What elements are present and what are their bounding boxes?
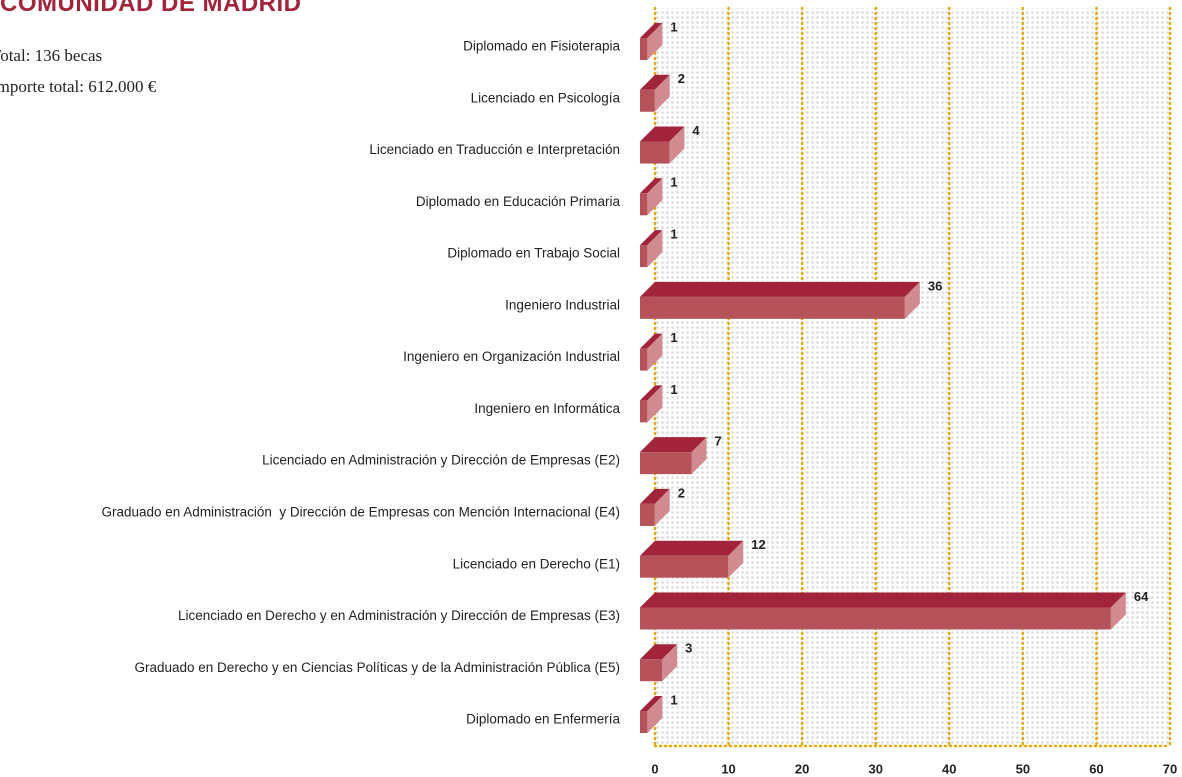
bar-front	[640, 711, 648, 733]
bar-side	[647, 333, 663, 371]
bar	[640, 178, 663, 216]
y-tick-label: Diplomado en Enfermería	[466, 712, 620, 727]
bar	[640, 333, 663, 371]
bar	[640, 126, 685, 164]
value-label: 1	[670, 175, 677, 190]
bar-top	[640, 333, 663, 349]
value-label: 12	[751, 537, 765, 552]
bar-top	[640, 488, 670, 504]
y-tick-label: Ingeniero en Informática	[474, 401, 620, 416]
y-tick-label: Diplomado en Educación Primaria	[416, 194, 621, 209]
bar	[640, 540, 744, 578]
bar	[640, 644, 678, 682]
value-label: 64	[1134, 589, 1149, 604]
bar-front	[640, 141, 670, 164]
bar-top	[640, 23, 663, 38]
bar-front	[640, 452, 692, 475]
value-label: 1	[670, 692, 677, 707]
subtitle: Total: 136 becas	[0, 46, 103, 65]
x-tick-label: 50	[1016, 761, 1030, 776]
x-tick-label: 30	[868, 761, 882, 776]
bar-top	[640, 230, 663, 246]
y-tick-label: Licenciado en Administración y Dirección…	[262, 453, 620, 468]
value-label: 3	[685, 641, 692, 656]
chart-title: COMUNIDAD DE MADRID	[0, 0, 302, 17]
bar-top	[640, 126, 685, 142]
value-label: 2	[678, 485, 685, 500]
bar-side	[647, 696, 663, 733]
bar-side	[1110, 592, 1126, 630]
bar-front	[640, 400, 648, 423]
subtitle: Importe total: 612.000 €	[0, 77, 157, 96]
x-tick-label: 70	[1163, 761, 1177, 776]
bar-top	[640, 644, 678, 660]
value-label: 2	[678, 71, 685, 86]
y-tick-label: Graduado en Administración y Dirección d…	[101, 504, 620, 519]
bar-front	[640, 245, 648, 268]
bar	[640, 23, 663, 60]
bar-front	[640, 296, 905, 319]
bar-side	[647, 23, 663, 60]
bar	[640, 74, 670, 112]
bar-side	[654, 488, 670, 526]
bar-front	[640, 38, 648, 60]
bar-top	[640, 385, 663, 401]
bar-front	[640, 607, 1111, 630]
value-label: 1	[670, 330, 677, 345]
bar-front	[640, 193, 648, 216]
x-tick-label: 10	[721, 761, 735, 776]
bar-front	[640, 348, 648, 371]
bar	[640, 592, 1126, 630]
bar	[640, 488, 670, 526]
bar	[640, 696, 663, 733]
bar	[640, 281, 920, 319]
x-tick-label: 40	[942, 761, 956, 776]
bar-side	[904, 281, 920, 319]
bar	[640, 230, 663, 268]
value-label: 1	[670, 19, 677, 34]
x-tick-label: 0	[651, 761, 658, 776]
y-tick-label: Licenciado en Traducción e Interpretació…	[369, 142, 620, 157]
bar-front	[640, 659, 663, 682]
x-tick-label: 60	[1089, 761, 1103, 776]
bar-side	[691, 437, 707, 475]
bar-top	[640, 178, 663, 194]
bar-top	[640, 592, 1126, 608]
y-tick-label: Ingeniero en Organización Industrial	[403, 349, 620, 364]
bar-side	[647, 385, 663, 423]
x-tick-label: 20	[795, 761, 809, 776]
y-tick-label: Licenciado en Derecho (E1)	[453, 556, 620, 571]
bar-side	[647, 178, 663, 216]
value-label: 1	[670, 227, 677, 242]
plot-background	[655, 8, 1170, 746]
bar-top	[640, 281, 920, 297]
bar-side	[662, 644, 678, 682]
value-label: 7	[715, 434, 722, 449]
value-label: 4	[692, 123, 700, 138]
y-tick-label: Ingeniero Industrial	[505, 297, 620, 312]
bar-front	[640, 503, 655, 526]
bar-side	[647, 230, 663, 268]
bar-side	[728, 540, 744, 578]
y-tick-label: Diplomado en Trabajo Social	[447, 246, 620, 261]
y-tick-label: Diplomado en Fisioterapia	[463, 39, 620, 54]
bar	[640, 385, 663, 423]
bar	[640, 437, 707, 475]
bar-side	[669, 126, 685, 164]
value-label: 1	[670, 382, 677, 397]
bar-top	[640, 74, 670, 90]
y-tick-label: Graduado en Derecho y en Ciencias Políti…	[135, 660, 621, 675]
value-label: 36	[928, 278, 942, 293]
bar-front	[640, 555, 729, 578]
y-tick-label: Licenciado en Derecho y en Administració…	[178, 608, 620, 623]
bar-front	[640, 89, 655, 112]
bar-top	[640, 696, 663, 711]
bar-side	[654, 74, 670, 112]
y-tick-label: Licenciado en Psicología	[471, 90, 621, 105]
bar-top	[640, 437, 707, 453]
bar-top	[640, 540, 744, 556]
